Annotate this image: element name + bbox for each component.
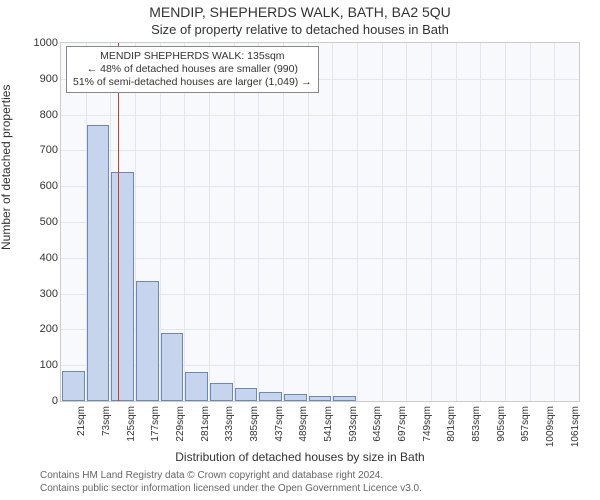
x-tick-label: 1009sqm bbox=[545, 406, 556, 447]
x-axis-label: Distribution of detached houses by size … bbox=[0, 450, 600, 464]
x-tick-label: 229sqm bbox=[175, 406, 186, 442]
bar bbox=[210, 383, 233, 401]
bar bbox=[161, 333, 184, 401]
x-tick-label: 125sqm bbox=[126, 406, 137, 442]
footnote-2: Contains public sector information licen… bbox=[40, 483, 422, 494]
gridline-h bbox=[61, 186, 579, 187]
y-tick-label: 900 bbox=[28, 73, 58, 85]
y-axis-label: Number of detached properties bbox=[0, 85, 13, 250]
y-tick-label: 300 bbox=[28, 288, 58, 300]
bar bbox=[87, 125, 110, 401]
bar bbox=[62, 371, 85, 401]
info-box-line: MENDIP SHEPHERDS WALK: 135sqm bbox=[73, 50, 312, 63]
gridline-v bbox=[480, 43, 481, 401]
bar bbox=[333, 396, 356, 401]
bar bbox=[136, 281, 159, 401]
gridline-v bbox=[406, 43, 407, 401]
x-tick-label: 697sqm bbox=[397, 406, 408, 442]
y-tick-label: 500 bbox=[28, 216, 58, 228]
y-tick-label: 200 bbox=[28, 323, 58, 335]
info-box-line: ← 48% of detached houses are smaller (99… bbox=[73, 63, 312, 76]
x-tick-label: 21sqm bbox=[76, 406, 87, 436]
page-title: MENDIP, SHEPHERDS WALK, BATH, BA2 5QU bbox=[0, 4, 600, 20]
gridline-v bbox=[505, 43, 506, 401]
x-tick-label: 1061sqm bbox=[570, 406, 581, 447]
gridline-v bbox=[258, 43, 259, 401]
y-tick-label: 800 bbox=[28, 109, 58, 121]
y-tick-label: 0 bbox=[28, 395, 58, 407]
x-tick-label: 957sqm bbox=[520, 406, 531, 442]
x-tick-label: 333sqm bbox=[224, 406, 235, 442]
gridline-v bbox=[456, 43, 457, 401]
y-tick-label: 600 bbox=[28, 180, 58, 192]
x-tick-label: 177sqm bbox=[150, 406, 161, 442]
gridline-v bbox=[308, 43, 309, 401]
gridline-v bbox=[530, 43, 531, 401]
info-box-line: 51% of semi-detached houses are larger (… bbox=[73, 76, 312, 89]
x-tick-label: 281sqm bbox=[200, 406, 211, 442]
x-tick-label: 541sqm bbox=[323, 406, 334, 442]
gridline-v bbox=[431, 43, 432, 401]
bar bbox=[111, 172, 134, 401]
x-tick-label: 645sqm bbox=[372, 406, 383, 442]
y-tick-label: 400 bbox=[28, 252, 58, 264]
bar bbox=[235, 388, 258, 401]
x-tick-label: 853sqm bbox=[471, 406, 482, 442]
bar bbox=[185, 372, 208, 401]
gridline-v bbox=[332, 43, 333, 401]
x-tick-label: 905sqm bbox=[496, 406, 507, 442]
x-tick-label: 385sqm bbox=[249, 406, 260, 442]
reference-marker bbox=[118, 43, 119, 401]
y-tick-label: 700 bbox=[28, 144, 58, 156]
gridline-h bbox=[61, 150, 579, 151]
x-tick-label: 489sqm bbox=[298, 406, 309, 442]
gridline-v bbox=[234, 43, 235, 401]
gridline-v bbox=[382, 43, 383, 401]
x-tick-label: 73sqm bbox=[101, 406, 112, 436]
bar bbox=[284, 394, 307, 401]
x-tick-label: 437sqm bbox=[274, 406, 285, 442]
gridline-v bbox=[184, 43, 185, 401]
gridline-v bbox=[357, 43, 358, 401]
gridline-v bbox=[283, 43, 284, 401]
gridline-v bbox=[209, 43, 210, 401]
x-tick-label: 801sqm bbox=[446, 406, 457, 442]
x-tick-label: 749sqm bbox=[422, 406, 433, 442]
info-box: MENDIP SHEPHERDS WALK: 135sqm← 48% of de… bbox=[66, 46, 319, 93]
x-tick-label: 593sqm bbox=[348, 406, 359, 442]
y-tick-label: 100 bbox=[28, 359, 58, 371]
chart-area bbox=[60, 42, 580, 402]
page-subtitle: Size of property relative to detached ho… bbox=[0, 22, 600, 37]
bar bbox=[309, 396, 332, 401]
bar bbox=[259, 392, 282, 401]
gridline-v bbox=[554, 43, 555, 401]
gridline-h bbox=[61, 258, 579, 259]
gridline-h bbox=[61, 222, 579, 223]
y-tick-label: 1000 bbox=[28, 37, 58, 49]
gridline-h bbox=[61, 115, 579, 116]
footnote-1: Contains HM Land Registry data © Crown c… bbox=[40, 470, 383, 481]
